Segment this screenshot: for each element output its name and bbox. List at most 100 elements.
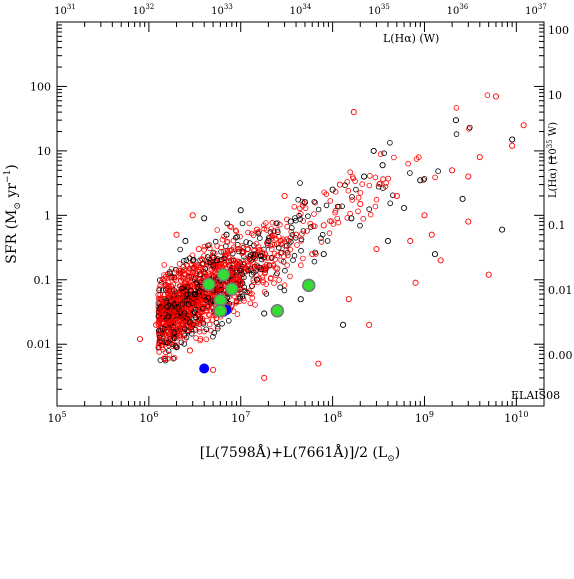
cloud-point [206,321,213,328]
plot-frame [56,21,545,407]
right-tick-label: 10 [548,89,562,102]
cloud-point [157,316,164,323]
cloud-point [195,269,202,275]
data-point [428,231,435,238]
cloud-point [174,322,180,329]
cloud-point [181,257,187,264]
cloud-point [166,284,172,291]
cloud-point [193,314,199,321]
cloud-point [347,169,354,176]
cloud-point [235,260,242,267]
cloud-point [298,247,304,254]
cloud-point [262,250,268,257]
cloud-point [203,326,210,333]
data-point [361,173,368,180]
cloud-point [432,174,438,181]
data-point [237,207,244,214]
data-point [417,177,424,184]
cloud-point [302,205,309,211]
cloud-point [192,326,199,333]
top-tick-label: 1034 [290,3,312,17]
cloud-point [377,151,384,157]
cloud-point [376,181,383,187]
cloud-point [171,355,178,361]
cloud-point [184,316,190,322]
cloud-point [326,230,333,237]
cloud-point [300,200,307,207]
field-label: ELAIS08 [511,389,560,402]
cloud-point [156,285,163,292]
cloud-point [261,263,268,270]
cloud-point [168,290,174,297]
data-point-highlight [216,267,231,282]
cloud-point [190,256,197,263]
x-tick-label: 109 [415,410,434,425]
cloud-point [283,247,290,253]
data-point [265,237,272,245]
cloud-point [277,284,284,291]
data-point [336,181,343,188]
cloud-point [287,246,294,253]
cloud-point [188,301,195,308]
cloud-point [218,286,225,293]
cloud-point [155,341,162,348]
cloud-point [207,245,213,252]
data-point [309,251,316,258]
cloud-point [234,264,241,270]
cloud-point [321,189,328,196]
data-point [384,237,391,245]
cloud-point [304,228,310,234]
x-tick-label: 107 [231,410,250,425]
cloud-point [344,179,351,185]
data-point [329,186,336,193]
cloud-point [224,239,231,246]
cloud-point [291,204,298,210]
cloud-point [290,257,296,264]
data-point [509,142,516,149]
cloud-point [252,255,259,261]
cloud-point [277,250,284,257]
cloud-point [193,263,200,270]
cloud-point [221,255,227,262]
cloud-point [224,220,231,227]
data-point [195,245,202,253]
data-point [393,192,400,199]
data-point [373,245,380,253]
cloud-point [209,317,216,323]
cloud-point [175,290,182,297]
cloud-point [163,283,169,290]
top-tick-label: 1036 [447,3,469,17]
cloud-point [271,228,277,234]
cloud-point [193,320,200,327]
cloud-point [263,220,269,226]
data-point [449,167,456,174]
cloud-point [258,256,265,263]
cloud-point [274,227,281,233]
cloud-point [164,319,170,326]
top-tick-label: 1031 [54,3,76,17]
cloud-point [295,196,302,203]
cloud-point [269,219,276,226]
cloud-point [173,344,180,351]
cloud-point [166,309,172,315]
cloud-point [359,181,366,188]
cloud-point [405,160,411,167]
data-point [350,109,357,116]
cloud-point [190,265,197,272]
cloud-point [179,325,185,332]
cloud-point [204,254,211,260]
cloud-point [180,310,187,316]
cloud-point [214,323,221,330]
cloud-point [191,308,197,315]
cloud-point [193,335,199,341]
cloud-point [315,206,322,213]
cloud-point [184,297,191,304]
cloud-point [244,258,251,265]
cloud-point [355,208,361,215]
x-tick-label: 106 [139,410,158,425]
cloud-point [244,289,250,296]
cloud-point [201,243,208,250]
cloud-point [196,320,203,327]
cloud-point [252,266,258,273]
cloud-point [211,330,218,336]
